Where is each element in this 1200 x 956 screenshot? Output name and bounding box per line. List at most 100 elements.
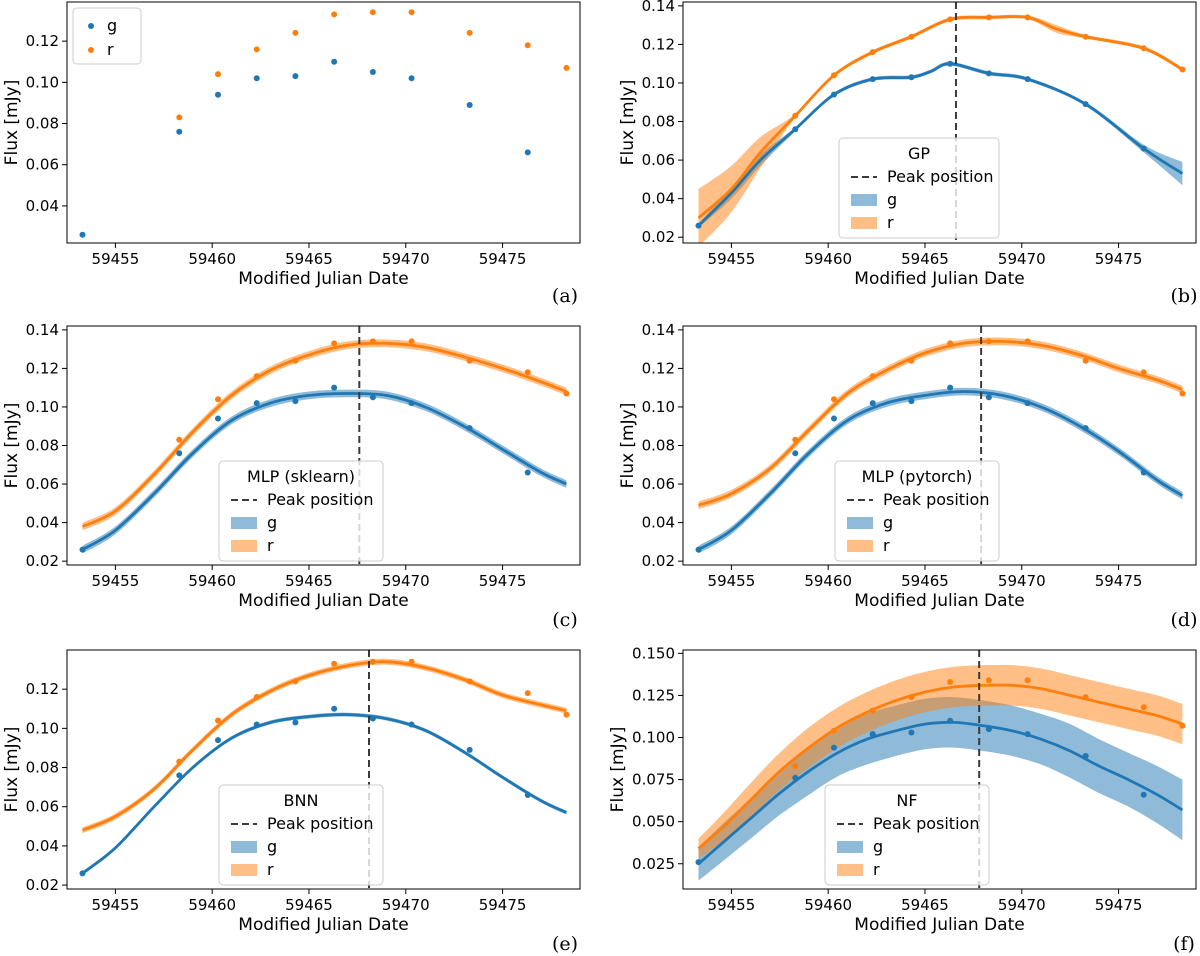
data-point-r — [947, 679, 953, 685]
data-point-r — [292, 30, 298, 36]
data-point-r — [525, 42, 531, 48]
panel-label: (c) — [552, 609, 577, 631]
y-tick-label: 0.02 — [642, 228, 675, 246]
data-point-g — [695, 547, 701, 553]
y-tick-label: 0.04 — [26, 837, 59, 855]
data-point-r — [254, 694, 260, 700]
legend-title: MLP (pytorch) — [862, 467, 973, 486]
data-point-r — [1025, 14, 1031, 20]
data-point-r — [870, 373, 876, 379]
y-tick-label: 0.06 — [642, 475, 675, 493]
x-tick-label: 59455 — [708, 250, 756, 268]
data-point-g — [831, 416, 837, 422]
y-tick-label: 0.025 — [632, 855, 675, 873]
data-point-r — [292, 678, 298, 684]
legend-marker-g — [847, 517, 873, 529]
y-tick-label: 0.02 — [26, 552, 59, 570]
data-point-r — [1083, 34, 1089, 40]
x-axis-label: Modified Julian Date — [854, 269, 1024, 289]
panel-f: 59455 59460 59465 59470 594750.0250.0500.075… — [608, 644, 1196, 955]
x-tick-label: 59460 — [804, 896, 852, 914]
legend-marker-r — [837, 864, 863, 876]
plot-area — [79, 9, 569, 237]
data-point-g — [525, 469, 531, 475]
y-axis-label: Flux [mJy] — [608, 727, 628, 813]
legend-title: NF — [896, 791, 917, 810]
y-tick-label: 0.10 — [642, 74, 675, 92]
x-axis-label: Modified Julian Date — [854, 915, 1024, 935]
data-point-r — [409, 338, 415, 344]
data-point-r — [792, 113, 798, 119]
x-tick-label: 59460 — [188, 896, 236, 914]
panel-d: 59455 59460 59465 59470 59475 0.02 0.04 0.06 0.0… — [618, 321, 1198, 631]
y-tick-label: 0.14 — [642, 321, 675, 339]
data-point-g — [986, 394, 992, 400]
data-point-g — [1083, 101, 1089, 107]
data-point-g — [1025, 731, 1031, 737]
data-point-g — [695, 223, 701, 229]
data-point-r — [1179, 66, 1185, 72]
x-tick-label: 59475 — [479, 572, 527, 590]
legend: MLP (pytorch)Peak positiongr — [835, 461, 999, 561]
y-tick-label: 0.08 — [26, 115, 59, 133]
x-tick-label: 59465 — [285, 250, 333, 268]
data-point-g — [1141, 792, 1147, 798]
data-point-g — [370, 69, 376, 75]
data-point-g — [467, 102, 473, 108]
legend: NFPeak positiongr — [825, 785, 989, 885]
data-point-r — [1025, 677, 1031, 683]
data-point-g — [79, 870, 85, 876]
data-point-r — [908, 358, 914, 364]
data-point-g — [1141, 146, 1147, 152]
data-point-g — [254, 721, 260, 727]
data-point-g — [215, 416, 221, 422]
data-point-r — [1179, 390, 1185, 396]
legend-marker-g — [231, 841, 257, 853]
data-point-g — [908, 729, 914, 735]
data-point-r — [176, 114, 182, 120]
legend-label-peak: Peak position — [873, 814, 979, 833]
data-point-g — [409, 400, 415, 406]
data-point-g — [254, 75, 260, 81]
y-tick-label: 0.06 — [26, 798, 59, 816]
data-point-r — [870, 708, 876, 714]
data-point-g — [370, 716, 376, 722]
legend-marker-r — [231, 540, 257, 552]
data-point-g — [215, 737, 221, 743]
legend-label-peak: Peak position — [887, 167, 993, 186]
legend-label-g: g — [887, 190, 897, 209]
legend: MLP (sklearn)Peak positiongr — [219, 461, 383, 561]
data-point-g — [215, 92, 221, 98]
y-tick-label: 0.12 — [26, 680, 59, 698]
y-tick-label: 0.10 — [26, 73, 59, 91]
y-tick-label: 0.06 — [26, 156, 59, 174]
data-point-r — [292, 358, 298, 364]
data-point-g — [409, 721, 415, 727]
data-point-r — [1141, 704, 1147, 710]
figure: 59455 59460 59465 59470 594750.040.060.080.1… — [0, 0, 1200, 956]
data-point-r — [1179, 723, 1185, 729]
data-point-r — [947, 16, 953, 22]
data-point-g — [525, 792, 531, 798]
y-axis-label: Flux [mJy] — [2, 80, 22, 166]
legend-title: BNN — [284, 791, 319, 810]
data-point-r — [986, 338, 992, 344]
y-tick-label: 0.12 — [642, 35, 675, 53]
data-point-r — [215, 71, 221, 77]
data-point-g — [870, 400, 876, 406]
legend-marker-r — [88, 47, 94, 53]
legend-label-peak: Peak position — [267, 814, 373, 833]
y-tick-label: 0.050 — [632, 813, 675, 831]
data-point-g — [1025, 400, 1031, 406]
y-tick-label: 0.06 — [642, 151, 675, 169]
legend-label-g: g — [873, 837, 883, 856]
x-tick-label: 59475 — [1095, 896, 1143, 914]
x-axis-label: Modified Julian Date — [238, 915, 408, 935]
legend-label-peak: Peak position — [883, 490, 989, 509]
y-tick-label: 0.04 — [26, 197, 59, 215]
data-point-g — [986, 726, 992, 732]
x-tick-label: 59455 — [92, 896, 140, 914]
data-point-g — [79, 232, 85, 238]
data-point-r — [792, 437, 798, 443]
data-point-g — [254, 400, 260, 406]
